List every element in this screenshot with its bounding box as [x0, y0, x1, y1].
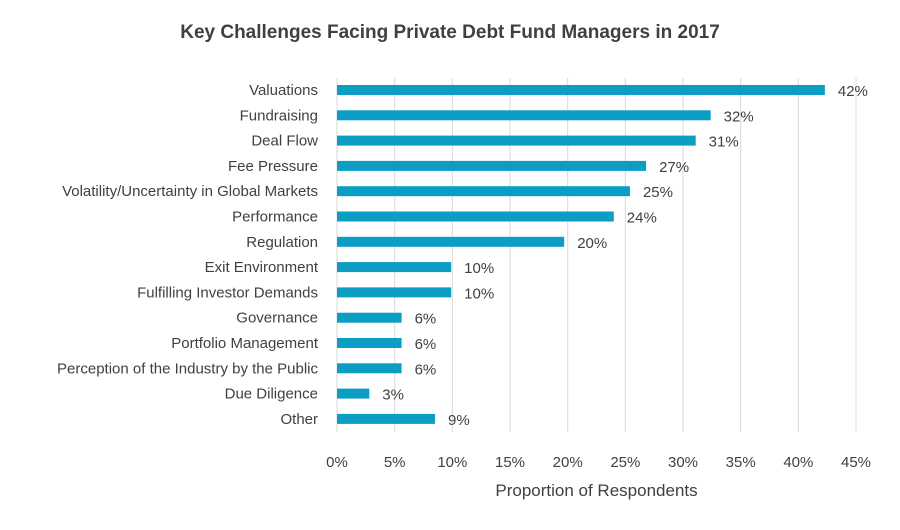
bar	[337, 413, 436, 424]
category-label: Regulation	[246, 234, 318, 251]
x-axis-title: Proportion of Respondents	[495, 481, 697, 500]
bar	[337, 110, 711, 121]
chart-title: Key Challenges Facing Private Debt Fund …	[180, 22, 720, 43]
labels: 0% 5% 10% 15% 20% 25% 30% 35% 40% 45% Valuations 42…	[57, 82, 871, 471]
data-label: 25%	[643, 184, 673, 201]
x-tick-label: 20%	[553, 454, 583, 471]
x-tick-label: 30%	[668, 454, 698, 471]
bar	[337, 262, 452, 273]
category-label: Fulfilling Investor Demands	[137, 284, 318, 301]
x-tick-label: 5%	[384, 454, 406, 471]
category-label: Valuations	[249, 82, 318, 99]
data-label: 9%	[448, 412, 470, 429]
bar	[337, 211, 614, 222]
category-label: Other	[280, 411, 318, 428]
x-tick-label: 45%	[841, 454, 871, 471]
data-label: 10%	[464, 260, 494, 277]
category-label: Performance	[232, 209, 318, 226]
category-label: Exit Environment	[205, 259, 319, 276]
category-label: Portfolio Management	[171, 335, 319, 352]
category-label: Deal Flow	[251, 133, 318, 150]
category-label: Governance	[236, 310, 318, 327]
x-tick-label: 15%	[495, 454, 525, 471]
category-label: Perception of the Industry by the Public	[57, 360, 318, 377]
data-label: 24%	[627, 210, 657, 227]
bar	[337, 160, 647, 171]
data-label: 6%	[415, 336, 437, 353]
bar	[337, 312, 402, 323]
bar	[337, 236, 565, 247]
bar	[337, 85, 825, 95]
category-label: Fee Pressure	[228, 158, 318, 175]
bar	[337, 338, 402, 348]
category-label: Due Diligence	[225, 386, 318, 403]
bar	[337, 186, 630, 197]
x-tick-label: 10%	[437, 454, 467, 471]
x-tick-label: 40%	[783, 454, 813, 471]
x-tick-label: 0%	[326, 454, 348, 471]
bar	[337, 135, 696, 146]
gridlines	[336, 78, 857, 432]
bar	[337, 388, 370, 399]
data-label: 6%	[415, 311, 437, 328]
bar	[337, 287, 452, 298]
category-label: Fundraising	[240, 107, 318, 124]
data-label: 27%	[659, 159, 689, 176]
data-label: 20%	[577, 235, 607, 252]
data-label: 31%	[709, 134, 739, 151]
data-label: 3%	[382, 387, 404, 404]
x-tick-label: 25%	[610, 454, 640, 471]
category-label: Volatility/Uncertainty in Global Markets	[62, 183, 318, 200]
bars	[337, 85, 825, 424]
x-tick-label: 35%	[726, 454, 756, 471]
data-label: 6%	[415, 361, 437, 378]
bar	[337, 363, 402, 374]
data-label: 42%	[838, 83, 868, 100]
data-label: 32%	[724, 108, 754, 125]
data-label: 10%	[464, 285, 494, 302]
